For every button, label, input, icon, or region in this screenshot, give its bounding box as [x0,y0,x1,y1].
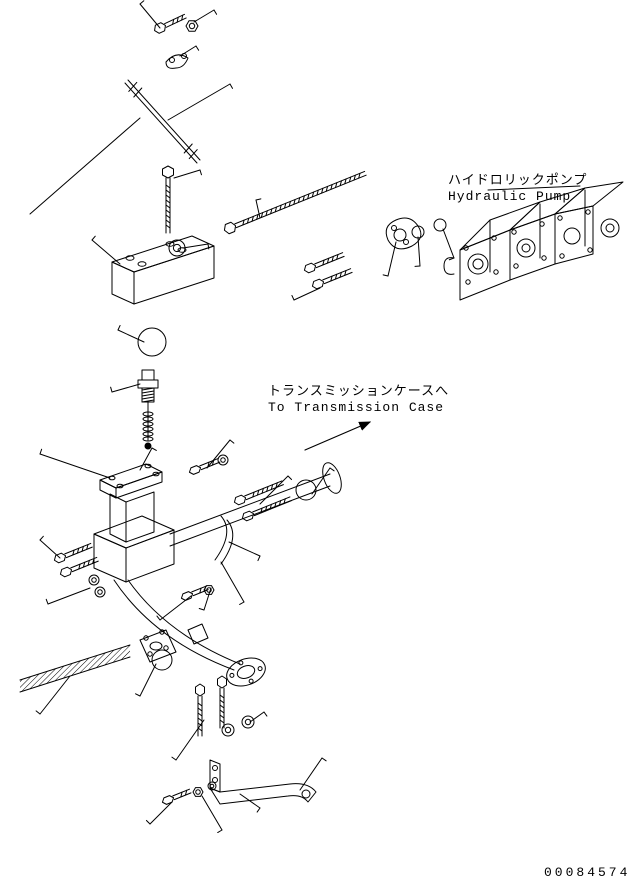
transmission-label-jp: トランスミッションケースへ [268,384,449,399]
drawing-number: 00084574 [544,865,629,880]
parts-diagram: ハイドロリックポンプHydraulic Pump トランスミッションケースへTo … [0,0,629,886]
transmission-label-en: To Transmission Case [268,400,444,415]
pump-label-jp: ハイドロリックポンプ [448,173,587,188]
pump-label-en: Hydraulic Pump [448,189,571,204]
